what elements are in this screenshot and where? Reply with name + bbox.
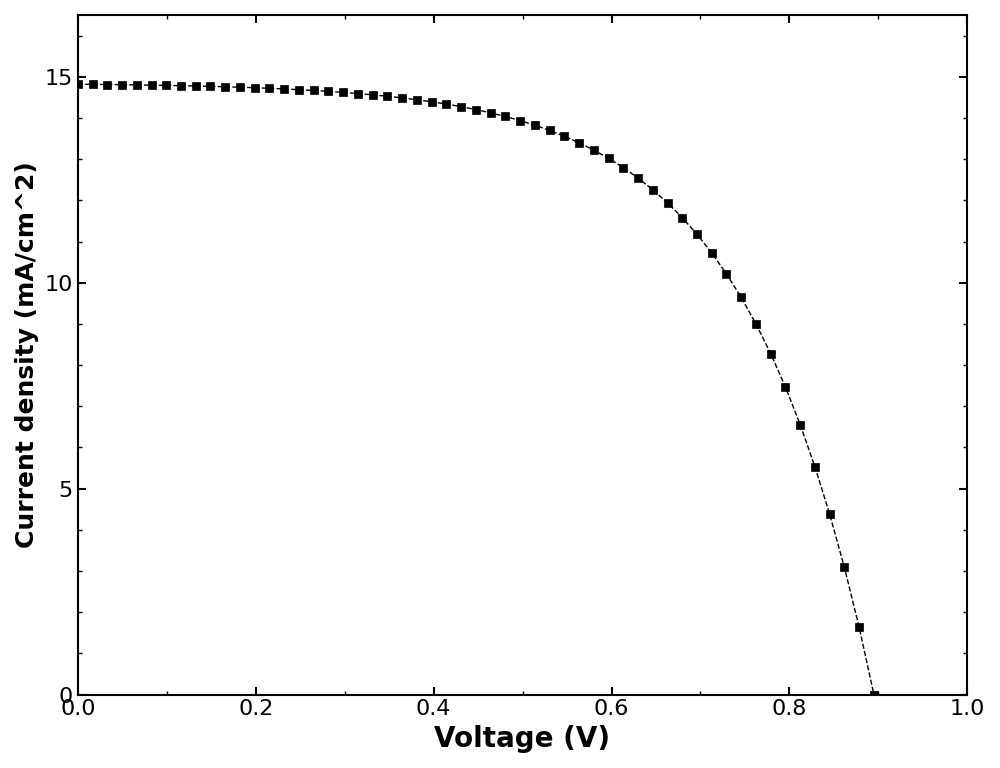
Y-axis label: Current density (mA/cm^2): Current density (mA/cm^2) bbox=[15, 161, 39, 548]
X-axis label: Voltage (V): Voltage (V) bbox=[434, 725, 611, 753]
